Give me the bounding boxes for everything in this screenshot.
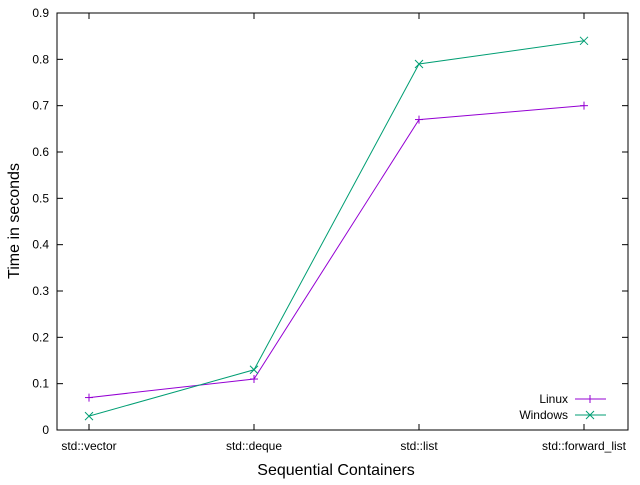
data-point-linux xyxy=(250,375,258,384)
x-tick-label: std::vector xyxy=(61,439,116,453)
data-point-linux xyxy=(580,101,588,110)
marker-windows-d2 xyxy=(414,59,424,69)
x-tick-label: std::deque xyxy=(226,439,282,453)
x-tick-label: std::list xyxy=(400,439,438,453)
series-line-windows xyxy=(88,40,585,417)
plot-frame xyxy=(56,12,629,431)
legend-marker-linux xyxy=(586,395,594,403)
data-point-windows xyxy=(414,59,424,69)
y-tick-label: 0.3 xyxy=(32,284,49,298)
legend: Linux Windows xyxy=(519,392,606,422)
x-axis-label: Sequential Containers xyxy=(257,462,414,479)
data-point-linux xyxy=(85,393,93,402)
y-axis-ticks: 0 0.1 0.2 0.3 0.4 0.5 0.6 0.7 0.8 0.9 xyxy=(32,6,628,437)
y-tick-label: 0.9 xyxy=(32,6,49,20)
series-line-linux xyxy=(88,105,585,399)
y-tick-label: 0.8 xyxy=(32,52,49,66)
y-axis-label: Time in seconds xyxy=(6,163,23,279)
data-point-windows xyxy=(579,36,589,46)
y-tick-label: 0.5 xyxy=(32,191,49,205)
x-tick-label: std::forward_list xyxy=(542,439,627,453)
y-tick-label: 0.2 xyxy=(32,330,49,344)
legend-marker-windows xyxy=(585,410,595,420)
y-tick-label: 0.6 xyxy=(32,145,49,159)
legend-label-windows: Windows xyxy=(519,408,568,422)
data-point-windows xyxy=(84,411,94,421)
data-point-windows xyxy=(249,365,259,375)
y-tick-label: 0 xyxy=(42,423,49,437)
marker-windows-d2 xyxy=(84,411,94,421)
marker-windows-d2 xyxy=(249,365,259,375)
y-tick-label: 0.7 xyxy=(32,99,49,113)
data-point-linux xyxy=(415,115,423,124)
legend-symbol-windows-d2 xyxy=(585,410,595,420)
marker-windows-d2 xyxy=(579,36,589,46)
series-layer xyxy=(84,36,589,421)
y-tick-label: 0.1 xyxy=(32,377,49,391)
x-axis-ticks: std::vector std::deque std::list std::forwa… xyxy=(61,13,627,453)
legend-label-linux: Linux xyxy=(539,392,568,406)
y-tick-label: 0.4 xyxy=(32,238,49,252)
